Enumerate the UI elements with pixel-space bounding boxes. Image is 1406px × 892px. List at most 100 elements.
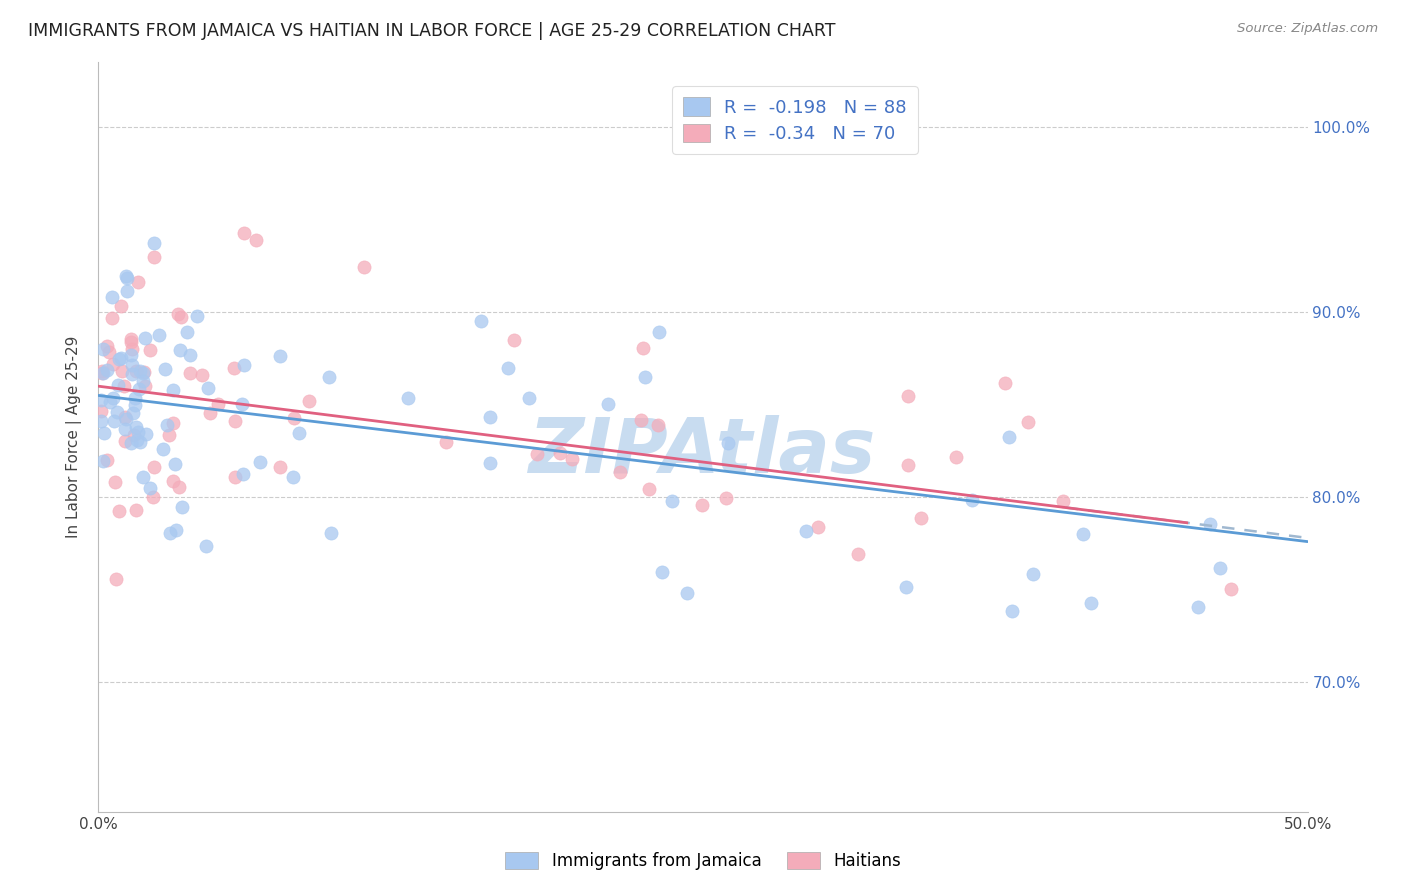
Point [245, 233, 267, 247]
Point [222, 361, 245, 376]
Point [143, 460, 166, 475]
Point [281, 470, 304, 484]
Point [129, 435, 152, 450]
Point [107, 378, 129, 392]
Point [156, 417, 179, 432]
Point [91, 364, 114, 378]
Point [651, 565, 673, 579]
Point [470, 314, 492, 328]
Point [142, 236, 165, 251]
Point [197, 381, 219, 395]
Point [233, 226, 256, 240]
Point [269, 349, 291, 363]
Point [479, 456, 502, 470]
Point [170, 310, 193, 324]
Point [114, 434, 136, 448]
Point [104, 475, 127, 490]
Point [807, 520, 830, 534]
Point [134, 331, 156, 345]
Point [207, 397, 229, 411]
Point [609, 465, 631, 479]
Point [169, 343, 191, 358]
Point [134, 379, 156, 393]
Point [631, 341, 654, 355]
Point [152, 442, 174, 456]
Point [167, 480, 190, 494]
Point [717, 435, 740, 450]
Point [1220, 582, 1243, 597]
Point [1080, 596, 1102, 610]
Point [517, 392, 540, 406]
Point [132, 367, 155, 381]
Point [110, 299, 132, 313]
Point [676, 585, 699, 599]
Point [897, 389, 920, 403]
Point [945, 450, 967, 465]
Point [105, 404, 128, 418]
Point [162, 416, 184, 430]
Point [142, 490, 165, 504]
Point [90, 366, 112, 380]
Point [1001, 604, 1024, 618]
Point [91, 454, 114, 468]
Point [298, 393, 321, 408]
Point [1198, 516, 1220, 531]
Point [135, 427, 157, 442]
Legend: Immigrants from Jamaica, Haitians: Immigrants from Jamaica, Haitians [498, 845, 908, 877]
Point [630, 413, 652, 427]
Point [353, 260, 375, 274]
Point [288, 426, 311, 441]
Point [283, 411, 305, 425]
Point [434, 435, 457, 450]
Point [124, 428, 146, 442]
Point [100, 311, 122, 326]
Point [125, 364, 148, 378]
Point [318, 370, 340, 384]
Point [479, 409, 502, 424]
Point [191, 368, 214, 383]
Point [132, 469, 155, 483]
Point [148, 328, 170, 343]
Point [117, 285, 139, 299]
Point [661, 494, 683, 508]
Point [648, 326, 671, 340]
Point [1017, 415, 1039, 429]
Point [231, 396, 253, 410]
Point [232, 359, 254, 373]
Point [115, 268, 138, 283]
Point [249, 455, 271, 469]
Point [101, 357, 124, 371]
Point [960, 493, 983, 508]
Point [162, 383, 184, 397]
Point [101, 391, 124, 405]
Point [1052, 494, 1074, 508]
Point [108, 504, 131, 518]
Point [162, 474, 184, 488]
Point [90, 414, 112, 428]
Point [993, 376, 1015, 390]
Point [120, 347, 142, 361]
Point [172, 500, 194, 514]
Point [1022, 566, 1045, 581]
Point [647, 418, 669, 433]
Y-axis label: In Labor Force | Age 25-29: In Labor Force | Age 25-29 [66, 336, 83, 538]
Point [125, 503, 148, 517]
Point [111, 364, 134, 378]
Point [179, 348, 201, 362]
Point [120, 335, 142, 350]
Point [165, 523, 187, 537]
Point [110, 351, 132, 366]
Point [692, 498, 714, 512]
Point [124, 420, 146, 434]
Point [502, 334, 524, 348]
Point [115, 412, 138, 426]
Point [101, 290, 124, 304]
Point [120, 332, 142, 346]
Point [127, 425, 149, 440]
Legend: R =  -0.198   N = 88, R =  -0.34   N = 70: R = -0.198 N = 88, R = -0.34 N = 70 [672, 87, 918, 154]
Point [155, 362, 177, 376]
Point [120, 435, 142, 450]
Point [103, 414, 125, 428]
Point [90, 392, 112, 407]
Point [998, 429, 1021, 443]
